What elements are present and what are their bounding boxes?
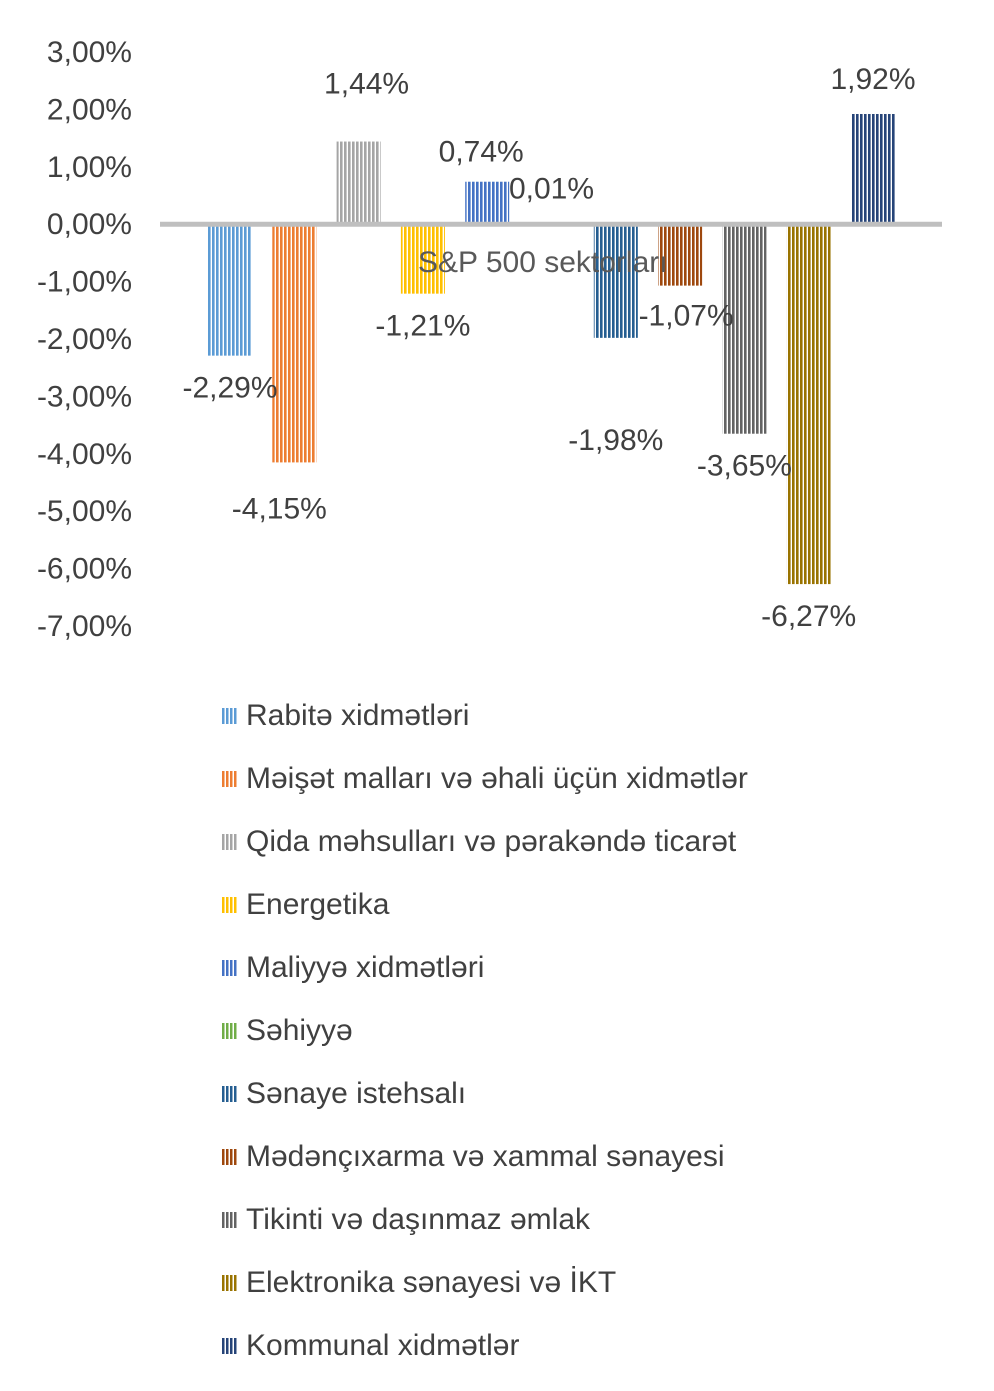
bars	[208, 113, 895, 585]
y-tick-label: 3,00%	[47, 36, 132, 69]
bar	[400, 224, 445, 294]
legend-swatch	[222, 1274, 238, 1291]
legend-swatch	[222, 833, 238, 850]
legend-label: Kommunal xidmətlər	[246, 1328, 520, 1362]
data-label: -6,27%	[761, 600, 856, 633]
bar	[593, 224, 638, 338]
data-labels: -2,29% -4,15% 1,44% -1,21% 0,74% 0,01% -1,98% -…	[182, 63, 915, 633]
legend-item: Məişət malları və əhali üçün xidmətlər	[222, 747, 748, 810]
legend-swatch	[222, 896, 238, 913]
y-tick-label: -7,00%	[37, 610, 132, 643]
data-label: 0,01%	[509, 173, 594, 206]
data-label: -2,29%	[182, 372, 277, 405]
bar	[336, 141, 381, 225]
legend-label: Tikinti və daşınmaz əmlak	[246, 1202, 591, 1236]
legend-label: Səhiyyə	[246, 1013, 353, 1047]
y-tick-label: -6,00%	[37, 553, 132, 586]
legend-item: Rabitə xidmətləri	[222, 684, 748, 747]
y-tick-label: -4,00%	[37, 438, 132, 471]
bar	[208, 224, 252, 356]
legend-item: Elektronika sənayesi və İKT	[222, 1251, 748, 1314]
data-label: -1,07%	[639, 300, 734, 333]
data-label: 0,74%	[439, 136, 524, 169]
legend-label: Məişət malları və əhali üçün xidmətlər	[246, 761, 748, 795]
legend-swatch	[222, 1211, 238, 1228]
data-label: -3,65%	[697, 450, 792, 483]
legend-swatch	[222, 770, 238, 787]
legend-label: Qida məhsulları və pərakəndə ticarət	[246, 824, 737, 858]
y-tick-label: -1,00%	[37, 266, 132, 299]
legend-swatch	[222, 1148, 238, 1165]
legend-label: Rabitə xidmətləri	[246, 698, 470, 732]
legend-label: Elektronika sənayesi və İKT	[246, 1265, 617, 1299]
y-tick-label: -5,00%	[37, 495, 132, 528]
legend-item: Maliyyə xidmətləri	[222, 936, 748, 999]
y-tick-label: -3,00%	[37, 380, 132, 413]
legend-swatch	[222, 959, 238, 976]
bar	[658, 224, 703, 286]
legend-item: Qida məhsulları və pərakəndə ticarət	[222, 810, 748, 873]
y-tick-label: -2,00%	[37, 323, 132, 356]
bar	[722, 224, 767, 434]
legend-label: Mədənçıxarma və xammal sənayesi	[246, 1139, 725, 1173]
y-axis-ticks: 3,00% 2,00% 1,00% 0,00% -1,00% -2,00% -3,00% -4…	[37, 36, 132, 643]
legend-label: Maliyyə xidmətləri	[246, 950, 485, 984]
legend-item: Sənaye istehsalı	[222, 1062, 748, 1125]
data-label: 1,44%	[324, 68, 409, 101]
bar	[851, 113, 895, 225]
legend-swatch	[222, 1022, 238, 1039]
bar	[786, 224, 831, 585]
legend-label: Sənaye istehsalı	[246, 1076, 467, 1110]
x-axis-title: S&P 500 sektorları	[418, 246, 668, 279]
data-label: -1,98%	[568, 424, 663, 457]
legend-swatch	[222, 707, 238, 724]
legend-item: Səhiyyə	[222, 999, 748, 1062]
legend-label: Energetika	[246, 887, 390, 921]
legend-swatch	[222, 1085, 238, 1102]
legend-swatch	[222, 1337, 238, 1354]
y-tick-label: 1,00%	[47, 151, 132, 184]
legend-item: Kommunal xidmətlər	[222, 1314, 748, 1377]
legend: Rabitə xidmətləri Məişət malları və əhali…	[222, 684, 748, 1377]
legend-item: Mədənçıxarma və xammal sənayesi	[222, 1125, 748, 1188]
bar	[465, 181, 510, 225]
data-label: 1,92%	[830, 63, 915, 96]
bar-chart: 3,00% 2,00% 1,00% 0,00% -1,00% -2,00% -3,00% -4…	[37, 36, 942, 643]
bar	[272, 224, 317, 463]
legend-item: Energetika	[222, 873, 748, 936]
data-label: -4,15%	[232, 492, 327, 525]
y-tick-label: 0,00%	[47, 208, 132, 241]
data-label: -1,21%	[375, 310, 470, 343]
y-tick-label: 2,00%	[47, 93, 132, 126]
legend-item: Tikinti və daşınmaz əmlak	[222, 1188, 748, 1251]
